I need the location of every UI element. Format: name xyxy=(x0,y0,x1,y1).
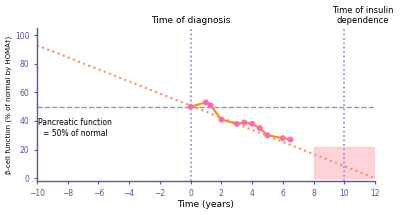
Point xyxy=(249,122,255,126)
Point xyxy=(203,101,209,104)
Point xyxy=(241,121,248,124)
Y-axis label: β-cell function (% of normal by HOMA†): β-cell function (% of normal by HOMA†) xyxy=(6,35,12,174)
Text: Pancreatic function
= 50% of normal: Pancreatic function = 50% of normal xyxy=(38,118,112,138)
Point xyxy=(188,105,194,108)
Text: Time of diagnosis: Time of diagnosis xyxy=(151,16,230,25)
Point xyxy=(234,122,240,126)
X-axis label: Time (years): Time (years) xyxy=(178,200,234,209)
Point xyxy=(218,118,224,121)
Text: Time of insulin
dependence: Time of insulin dependence xyxy=(332,6,394,25)
Point xyxy=(207,104,214,107)
Point xyxy=(280,136,286,140)
Point xyxy=(256,126,263,130)
FancyBboxPatch shape xyxy=(314,147,375,178)
Point xyxy=(264,134,271,137)
Point xyxy=(287,138,294,141)
